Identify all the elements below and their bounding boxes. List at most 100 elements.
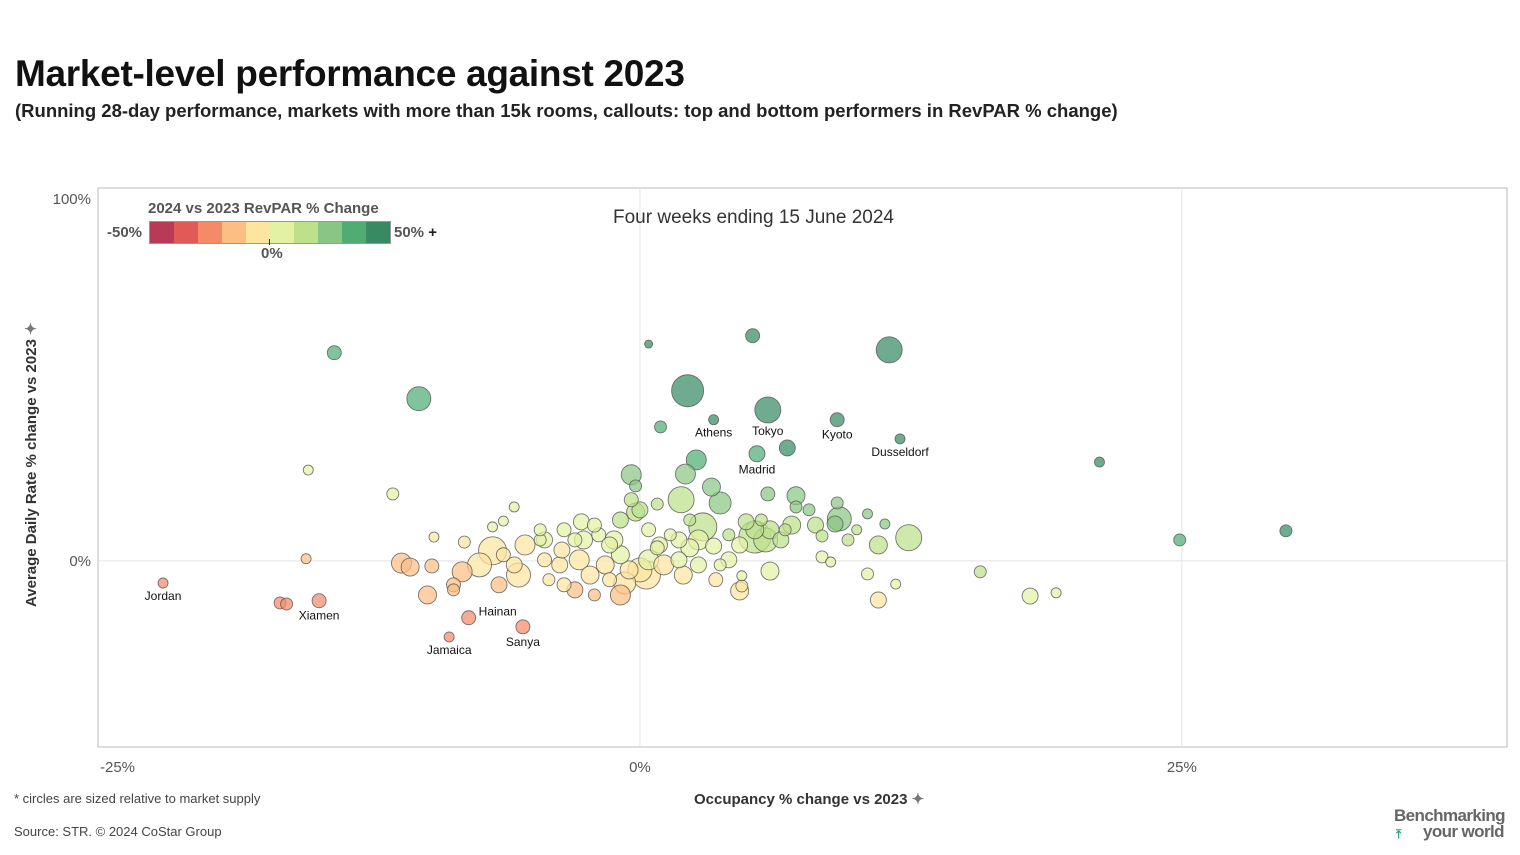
market-bubble [586,517,602,533]
market-bubble [713,558,727,572]
market-bubble [556,577,572,593]
callout-label: Madrid [739,463,776,477]
market-bubble [879,518,891,530]
market-bubble [609,584,631,606]
legend-swatch [246,222,270,243]
market-bubble [587,588,601,602]
market-bubble [705,537,723,555]
market-bubble [631,501,649,519]
market-bubble [497,515,509,527]
x-tick-label: -25% [100,759,135,776]
market-bubble [895,524,923,552]
legend-swatch [150,222,174,243]
market-bubble [869,591,887,609]
y-axis-title: Average Daily Rate % change vs 2023 ✦ [22,322,40,607]
market-bubble-tokyo [754,396,782,424]
market-bubble [685,449,707,471]
market-bubble [424,558,440,574]
market-bubble [595,555,615,575]
plot-frame [97,187,1508,748]
legend-swatch [366,222,390,243]
callout-label: Tokyo [752,424,784,438]
legend-swatch [222,222,246,243]
market-bubble [737,513,755,531]
legend-max-value: 50% [394,224,425,241]
market-bubble [760,561,780,581]
market-bubble [514,534,536,556]
market-bubble [825,556,837,568]
pin-icon: ✦ [23,322,40,335]
market-bubble [778,439,796,457]
market-bubble [451,561,473,583]
market-bubble [674,463,696,485]
market-bubble [495,547,511,563]
market-bubble [754,513,768,527]
market-bubble [602,572,618,588]
market-bubble [654,420,667,434]
market-bubble [623,492,639,508]
source-note: Source: STR. © 2024 CoStar Group [14,824,222,839]
market-bubble [611,511,629,529]
market-bubble [490,576,508,594]
market-bubble [735,579,749,593]
market-bubble [568,549,590,571]
market-bubble [1173,533,1187,547]
market-bubble [386,487,400,501]
market-bubble [650,497,664,511]
legend-swatch [294,222,318,243]
y-axis-title-text: Average Daily Rate % change vs 2023 [23,339,40,607]
market-bubble [778,523,792,537]
market-bubble [300,553,312,565]
x-axis-title-text: Occupancy % change vs 2023 [694,791,908,808]
market-bubble [807,516,824,534]
legend-zero-tick [269,239,270,245]
market-bubble [1094,456,1105,468]
market-bubble [708,491,732,515]
market-bubble [406,386,432,412]
market-bubble [802,503,816,517]
x-tick-label: 25% [1167,759,1197,776]
market-bubble [663,528,677,542]
page-title: Market-level performance against 2023 [15,53,685,94]
y-tick-label: 100% [53,191,91,208]
market-bubble [683,513,697,527]
panel-title: Four weeks ending 15 June 2024 [613,207,894,228]
market-bubble [542,573,556,587]
market-bubble [1050,587,1062,599]
market-bubble [644,339,654,349]
market-bubble [457,535,471,549]
market-bubble [671,374,705,408]
market-bubble [1279,524,1293,538]
market-bubble [830,496,844,510]
market-bubble-dusseldorf [894,433,906,445]
x-axis-title: Occupancy % change vs 2023 ✦ [694,790,924,808]
market-bubble [601,536,619,554]
market-bubble [553,541,571,559]
market-bubble-madrid [748,445,766,463]
market-bubble [760,486,776,502]
market-bubble [745,328,761,344]
market-bubble [868,535,888,555]
market-bubble [418,585,437,605]
legend-plus: + [428,224,437,241]
market-bubble [567,532,583,548]
y-tick-label: 0% [69,553,91,570]
color-legend-ramp [149,221,391,245]
legend-title: 2024 vs 2023 RevPAR % Change [148,200,379,217]
market-bubble [447,583,460,597]
market-bubble [670,551,688,569]
market-bubble [537,552,552,568]
market-bubble [731,536,749,554]
market-bubble-kyoto [829,412,845,428]
market-bubble [851,524,863,536]
market-bubble [400,557,420,577]
market-bubble [280,597,294,611]
market-bubble [1021,587,1039,605]
market-bubble [551,556,569,574]
legend-mid-label: 0% [261,245,283,262]
page-subtitle: (Running 28-day performance, markets wit… [15,100,1118,121]
legend-swatch [198,222,222,243]
market-bubble [875,336,903,364]
legend-swatch [174,222,198,243]
market-bubble [973,565,987,579]
